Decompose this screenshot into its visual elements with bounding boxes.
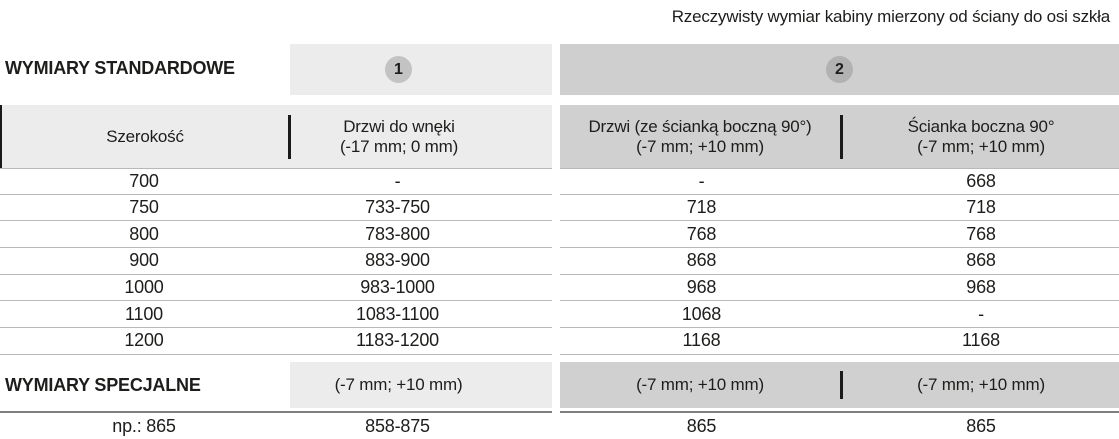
cell-door-niche: 783-800 [365,223,430,244]
cell-door-side: 1068 [681,303,722,324]
column-header-side-panel-tolerance: (-7 mm; +10 mm) [917,136,1045,156]
cell-door-niche: 883-900 [365,250,430,271]
cell-door-niche: 1183-1200 [356,330,439,351]
column-header-door-niche-name: Drzwi do wnęki [343,116,455,136]
standard-section-title: WYMIARY STANDARDOWE [5,58,235,78]
column-header-side-panel-name: Ścianka boczna 90° [907,116,1055,136]
cell-door-side: 1168 [682,330,721,351]
group-1-badge: 1 [385,56,412,83]
cell-width: 1000 [124,277,164,298]
cell-side-panel: 718 [966,197,996,218]
cell-example-door-niche: 858-875 [365,415,430,436]
cell-side-panel: 868 [966,250,996,271]
column-header-side-panel: Ścianka boczna 90° (-7 mm; +10 mm) [843,117,1119,157]
cell-door-side: 968 [686,277,717,298]
special-door-niche-tolerance: (-7 mm; +10 mm) [290,362,552,408]
table-caption: Rzeczywisty wymiar kabiny mierzony od śc… [671,7,1110,26]
section-divider-line [0,411,552,413]
special-door-side-tolerance: (-7 mm; +10 mm) [636,375,764,394]
cell-door-niche: 983-1000 [360,277,435,298]
cell-door-side: 718 [686,197,717,218]
table-row: 1200 1183-1200 1168 1168 [0,328,1119,355]
cell-example-side-panel: 865 [966,415,996,436]
section-divider-line [560,411,1119,413]
column-header-door-niche: Drzwi do wnęki (-17 mm; 0 mm) [291,117,552,157]
cell-width: 800 [129,223,159,244]
header-block-right: Drzwi (ze ścianką boczną 90°) (-7 mm; +1… [560,105,1119,168]
special-right-band: (-7 mm; +10 mm) (-7 mm; +10 mm) [560,362,1119,408]
cell-door-side: 768 [686,223,717,244]
cell-door-side: 868 [686,250,717,271]
group-1-band: 1 [290,44,552,95]
cell-door-side: - [698,170,705,191]
cell-door-niche: - [394,170,401,191]
cell-width: 1200 [124,330,164,351]
header-divider-bar [840,114,843,159]
column-header-door-side: Drzwi (ze ścianką boczną 90°) (-7 mm; +1… [560,117,840,157]
table-row: 1100 1083-1100 1068 - [0,301,1119,329]
cell-door-niche: 1083-1100 [356,303,439,324]
cell-side-panel: 968 [966,277,996,298]
special-example-row: np.: 865 858-875 865 865 [0,413,1119,439]
cell-door-niche: 733-750 [365,197,430,218]
column-header-door-niche-tolerance: (-17 mm; 0 mm) [339,136,459,156]
cell-example-door-side: 865 [686,415,717,436]
cell-width: 900 [129,250,159,271]
cell-example-width: np.: 865 [112,415,176,436]
column-header-door-side-name: Drzwi (ze ścianką boczną 90°) [588,116,812,136]
table-row: 700 - - 668 [0,168,1119,195]
group-2-band: 2 [560,44,1119,95]
cell-side-panel: 668 [966,170,996,191]
column-header-width: Szerokość [106,126,184,146]
cell-side-panel: - [978,303,984,324]
table-row: 1000 983-1000 968 968 [0,275,1119,302]
table-row: 750 733-750 718 718 [0,195,1119,222]
header-block-left: Szerokość Drzwi do wnęki (-17 mm; 0 mm) [0,105,552,168]
cell-side-panel: 1168 [962,330,1000,351]
cell-side-panel: 768 [966,223,996,244]
special-section-title: WYMIARY SPECJALNE [5,375,201,395]
table-row: 800 783-800 768 768 [0,221,1119,249]
table-row: 900 883-900 868 868 [0,248,1119,275]
standard-rows: 700 - - 668 750 733-750 718 718 800 783-800 7… [0,168,1119,355]
group-2-badge: 2 [826,56,853,83]
header-divider-bar [288,114,291,159]
cell-width: 700 [129,170,159,191]
column-header-door-side-tolerance: (-7 mm; +10 mm) [636,136,764,156]
cell-width: 750 [129,197,159,218]
cell-width: 1100 [125,303,163,324]
special-divider-bar [840,371,843,399]
special-side-panel-tolerance: (-7 mm; +10 mm) [917,375,1045,394]
